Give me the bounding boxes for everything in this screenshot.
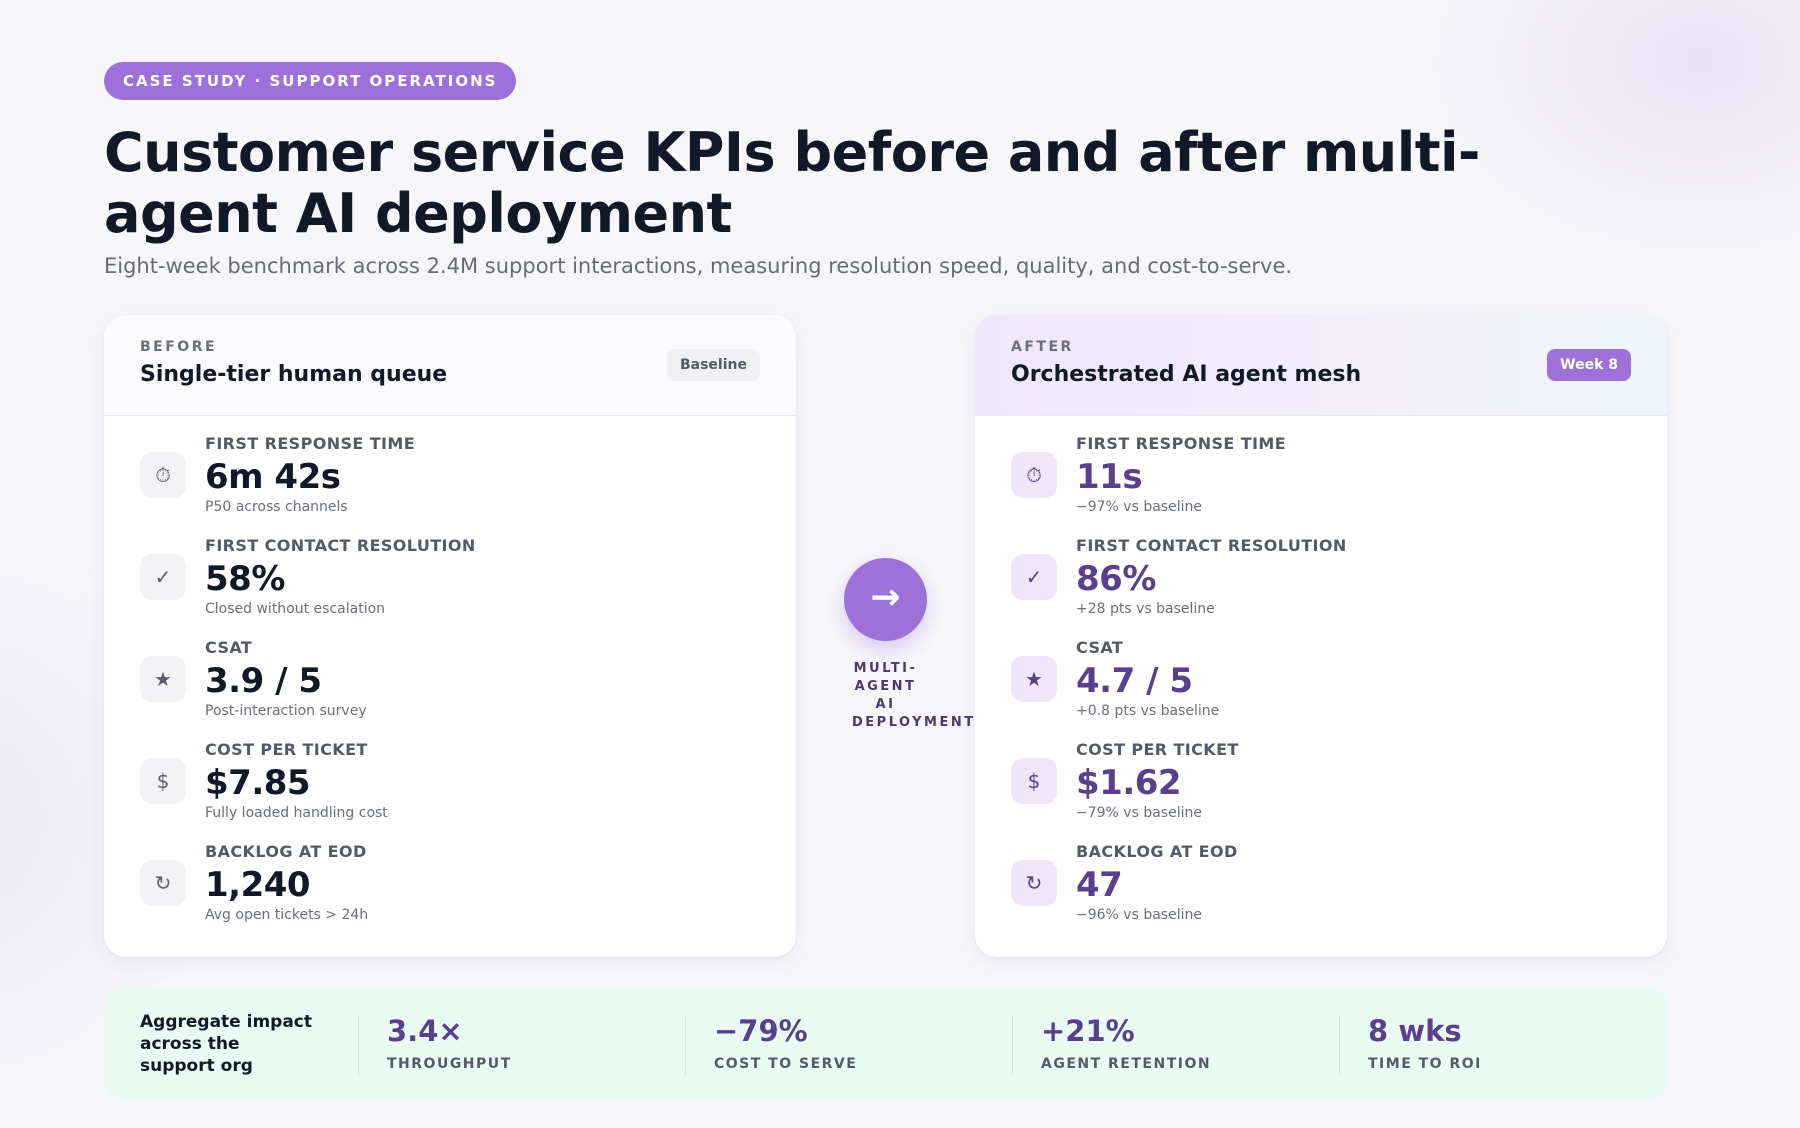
- metric-note: +0.8 pts vs baseline: [1076, 703, 1220, 719]
- metric-value: 1,240: [205, 865, 311, 905]
- metric-value: 11s: [1076, 457, 1143, 497]
- metric-label: COST PER TICKET: [1076, 740, 1239, 759]
- star-icon: ★: [140, 656, 186, 702]
- stat-value: +21%: [1041, 1014, 1135, 1048]
- stat-value: −79%: [714, 1014, 808, 1048]
- metric-value: 47: [1076, 865, 1123, 905]
- dollar-icon: $: [1011, 758, 1057, 804]
- metric-note: Closed without escalation: [205, 601, 386, 617]
- stat-value: 8 wks: [1368, 1014, 1462, 1048]
- stat-agent-retention: +21% AGENT RETENTION: [1012, 1014, 1210, 1075]
- after-metrics: ⏱ FIRST RESPONSE TIME 11s −97% vs baseli…: [975, 416, 1667, 944]
- stat-throughput: 3.4× THROUGHPUT: [358, 1014, 510, 1075]
- transition-label: MULTI-AGENT AI DEPLOYMENT: [852, 661, 976, 730]
- metric-label: CSAT: [1076, 638, 1124, 657]
- metric-first-contact-resolution: ✓ FIRST CONTACT RESOLUTION 86% +28 pts v…: [1011, 536, 1631, 638]
- impact-heading: Aggregate impact across the support org: [140, 1012, 313, 1076]
- stat-value: 3.4×: [387, 1014, 463, 1048]
- metric-value: 4.7 / 5: [1076, 661, 1193, 701]
- metric-note: −79% vs baseline: [1076, 805, 1202, 821]
- after-card: AFTER Orchestrated AI agent mesh Week 8 …: [975, 315, 1667, 957]
- metric-note: P50 across channels: [205, 499, 348, 515]
- metric-csat: ★ CSAT 3.9 / 5 Post-interaction survey: [140, 638, 760, 740]
- stat-label: AGENT RETENTION: [1041, 1056, 1212, 1072]
- before-card-title: Single-tier human queue: [140, 362, 448, 387]
- week-badge: Week 8: [1547, 349, 1631, 381]
- metric-note: Avg open tickets > 24h: [205, 907, 369, 923]
- stat-label: COST TO SERVE: [714, 1056, 858, 1072]
- stopwatch-icon: ⏱: [140, 452, 186, 498]
- metric-note: −97% vs baseline: [1076, 499, 1202, 515]
- metric-value: $7.85: [205, 763, 311, 803]
- before-card-header: BEFORE Single-tier human queue Baseline: [104, 315, 796, 416]
- before-kicker: BEFORE: [140, 339, 218, 355]
- refresh-icon: ↻: [1011, 860, 1057, 906]
- metric-value: 58%: [205, 559, 285, 599]
- after-kicker: AFTER: [1011, 339, 1074, 355]
- metric-first-contact-resolution: ✓ FIRST CONTACT RESOLUTION 58% Closed wi…: [140, 536, 760, 638]
- arrow-right-icon: →: [844, 558, 927, 641]
- metric-label: FIRST RESPONSE TIME: [1076, 434, 1287, 453]
- page-subtitle: Eight-week benchmark across 2.4M support…: [104, 254, 1293, 278]
- after-card-header: AFTER Orchestrated AI agent mesh Week 8: [975, 315, 1667, 416]
- stat-label: THROUGHPUT: [387, 1056, 512, 1072]
- after-card-title: Orchestrated AI agent mesh: [1011, 362, 1362, 387]
- aggregate-impact-bar: Aggregate impact across the support org …: [104, 987, 1667, 1099]
- page-title: Customer service KPIs before and after m…: [104, 121, 1480, 245]
- metric-label: FIRST CONTACT RESOLUTION: [1076, 536, 1347, 555]
- comparison: BEFORE Single-tier human queue Baseline …: [104, 315, 1667, 957]
- before-card: BEFORE Single-tier human queue Baseline …: [104, 315, 796, 957]
- metric-value: 3.9 / 5: [205, 661, 322, 701]
- stat-time-to-roi: 8 wks TIME TO ROI: [1339, 1014, 1480, 1075]
- category-pill: CASE STUDY · SUPPORT OPERATIONS: [104, 62, 517, 100]
- metric-note: Post-interaction survey: [205, 703, 367, 719]
- check-icon: ✓: [1011, 554, 1057, 600]
- baseline-badge: Baseline: [666, 349, 760, 381]
- metric-label: COST PER TICKET: [205, 740, 368, 759]
- metric-first-response-time: ⏱ FIRST RESPONSE TIME 11s −97% vs baseli…: [1011, 434, 1631, 536]
- metric-first-response-time: ⏱ FIRST RESPONSE TIME 6m 42s P50 across …: [140, 434, 760, 536]
- star-icon: ★: [1011, 656, 1057, 702]
- metric-note: −96% vs baseline: [1076, 907, 1202, 923]
- check-icon: ✓: [140, 554, 186, 600]
- metric-value: $1.62: [1076, 763, 1182, 803]
- metric-note: Fully loaded handling cost: [205, 805, 388, 821]
- metric-cost-per-ticket: $ COST PER TICKET $1.62 −79% vs baseline: [1011, 740, 1631, 842]
- stat-cost-to-serve: −79% COST TO SERVE: [685, 1014, 856, 1075]
- metric-label: CSAT: [205, 638, 253, 657]
- dollar-icon: $: [140, 758, 186, 804]
- refresh-icon: ↻: [140, 860, 186, 906]
- transition: → MULTI-AGENT AI DEPLOYMENT: [796, 315, 975, 957]
- before-metrics: ⏱ FIRST RESPONSE TIME 6m 42s P50 across …: [104, 416, 796, 944]
- metric-value: 86%: [1076, 559, 1156, 599]
- stat-label: TIME TO ROI: [1368, 1056, 1482, 1072]
- metric-label: FIRST RESPONSE TIME: [205, 434, 416, 453]
- metric-label: BACKLOG AT EOD: [1076, 842, 1238, 861]
- stopwatch-icon: ⏱: [1011, 452, 1057, 498]
- metric-note: +28 pts vs baseline: [1076, 601, 1215, 617]
- metric-value: 6m 42s: [205, 457, 341, 497]
- metric-label: BACKLOG AT EOD: [205, 842, 367, 861]
- metric-label: FIRST CONTACT RESOLUTION: [205, 536, 476, 555]
- metric-csat: ★ CSAT 4.7 / 5 +0.8 pts vs baseline: [1011, 638, 1631, 740]
- page: CASE STUDY · SUPPORT OPERATIONS Customer…: [104, 62, 1667, 1099]
- metric-backlog-at-eod: ↻ BACKLOG AT EOD 1,240 Avg open tickets …: [140, 842, 760, 944]
- metric-cost-per-ticket: $ COST PER TICKET $7.85 Fully loaded han…: [140, 740, 760, 842]
- metric-backlog-at-eod: ↻ BACKLOG AT EOD 47 −96% vs baseline: [1011, 842, 1631, 944]
